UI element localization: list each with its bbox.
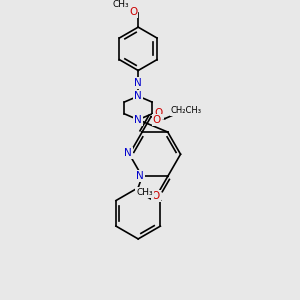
Text: O: O	[153, 115, 161, 124]
Text: N: N	[134, 115, 142, 125]
Text: O: O	[155, 108, 163, 118]
Text: N: N	[134, 91, 142, 101]
Text: O: O	[129, 8, 137, 17]
Text: CH₃: CH₃	[136, 188, 153, 197]
Text: N: N	[124, 148, 132, 158]
Text: CH₃: CH₃	[112, 0, 129, 9]
Text: O: O	[152, 191, 160, 201]
Text: N: N	[136, 171, 144, 182]
Text: N: N	[134, 78, 142, 88]
Text: CH₂CH₃: CH₂CH₃	[171, 106, 202, 115]
